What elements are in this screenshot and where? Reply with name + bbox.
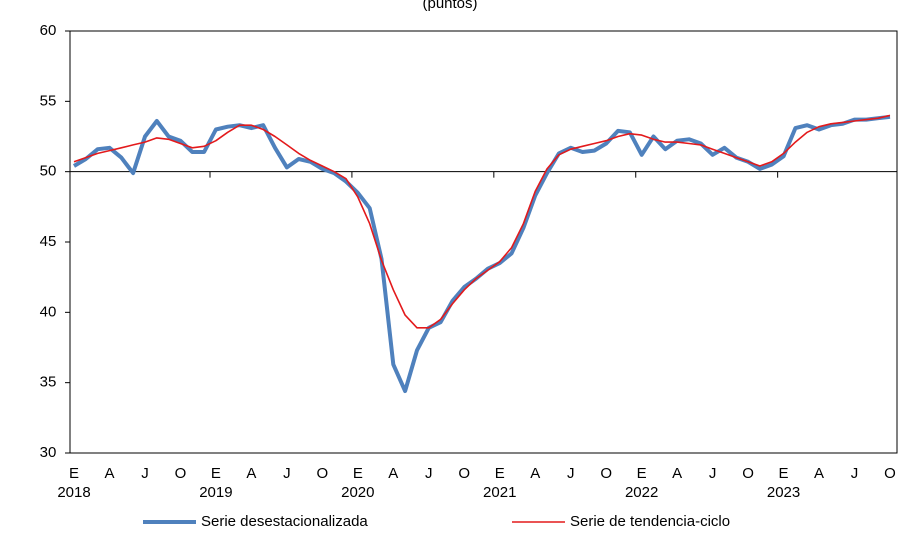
x-tick-label: J — [567, 465, 575, 482]
x-tick-label: O — [317, 465, 329, 482]
x-tick-label: O — [458, 465, 470, 482]
x-tick-label: A — [672, 465, 682, 482]
legend-label: Serie de tendencia-ciclo — [570, 513, 730, 530]
series-line — [73, 114, 891, 329]
year-label: 2021 — [483, 484, 516, 501]
x-tick-label: O — [884, 465, 896, 482]
year-label: 2023 — [767, 484, 800, 501]
plot-area — [69, 30, 898, 454]
y-tick-label: 50 — [40, 163, 57, 180]
y-tick-label: 40 — [40, 303, 57, 320]
x-tick-label: J — [141, 465, 149, 482]
x-tick-label: E — [69, 465, 79, 482]
y-tick-label: 35 — [40, 374, 57, 391]
x-tick-label: E — [495, 465, 505, 482]
x-tick-label: E — [779, 465, 789, 482]
year-label: 2020 — [341, 484, 374, 501]
x-tick-label: E — [211, 465, 221, 482]
x-tick-label: O — [600, 465, 612, 482]
x-tick-label: E — [353, 465, 363, 482]
x-tick-label: J — [709, 465, 717, 482]
x-tick-label: J — [851, 465, 859, 482]
x-tick-label: A — [530, 465, 540, 482]
y-tick-label: 55 — [40, 92, 57, 109]
series-line — [72, 114, 891, 394]
x-tick-label: A — [104, 465, 114, 482]
legend-label: Serie desestacionalizada — [201, 513, 368, 530]
x-tick-label: E — [637, 465, 647, 482]
x-tick-label: J — [283, 465, 291, 482]
x-tick-label: A — [246, 465, 256, 482]
x-tick-label: O — [175, 465, 187, 482]
x-tick-label: O — [742, 465, 754, 482]
year-label: 2018 — [57, 484, 90, 501]
year-label: 2022 — [625, 484, 658, 501]
year-label: 2019 — [199, 484, 232, 501]
y-tick-label: 45 — [40, 233, 57, 250]
chart-subtitle: (puntos) — [422, 0, 477, 12]
x-tick-label: A — [814, 465, 824, 482]
x-tick-label: J — [425, 465, 433, 482]
y-tick-label: 60 — [40, 22, 57, 39]
y-tick-label: 30 — [40, 444, 57, 461]
x-tick-label: A — [388, 465, 398, 482]
